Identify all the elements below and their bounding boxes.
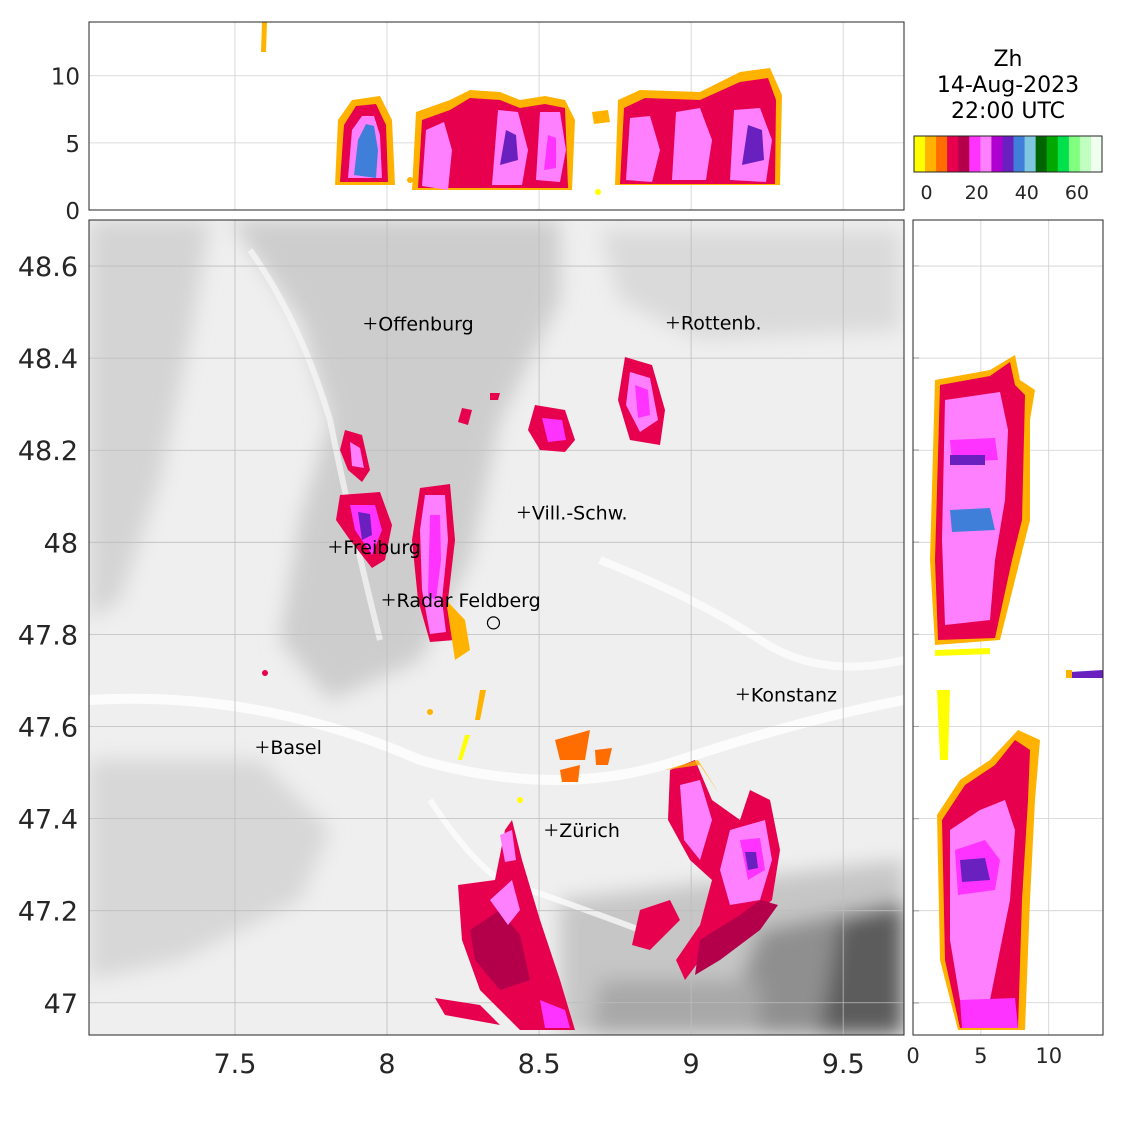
lat-tick-label: 47.8 bbox=[18, 620, 78, 651]
title-block: Zh 14-Aug-2023 22:00 UTC bbox=[937, 47, 1079, 124]
city-label: Basel bbox=[270, 737, 322, 759]
city-label: Vill.-Schw. bbox=[532, 502, 628, 524]
colorbar-swatch bbox=[1024, 136, 1037, 172]
city-label: Zürich bbox=[559, 820, 620, 842]
map-panel: Offenburg Rottenb. Vill.-Schw. Freiburg Rada… bbox=[18, 219, 905, 1080]
colorbar-tick-label: 20 bbox=[965, 182, 989, 204]
radar-echoes bbox=[262, 357, 780, 1030]
lon-tick-label: 9 bbox=[683, 1049, 700, 1080]
right-panel-echoes bbox=[930, 355, 1103, 1030]
lat-tick-label: 47 bbox=[44, 989, 78, 1020]
top-panel-frame bbox=[88, 21, 905, 211]
map-frame bbox=[88, 219, 905, 1036]
lat-tick-label: 48 bbox=[44, 528, 78, 559]
terrain-layer bbox=[89, 220, 904, 1035]
colorbar-swatch bbox=[947, 136, 959, 172]
city-marker: Rottenb. bbox=[666, 313, 762, 335]
lat-tick-label: 47.6 bbox=[18, 712, 78, 743]
lat-tick-label: 47.4 bbox=[18, 805, 78, 836]
city-marker: Freiburg bbox=[329, 537, 421, 559]
lon-tick-labels: 7.5 8 8.5 9 9.5 bbox=[213, 1049, 864, 1080]
title-date: 14-Aug-2023 bbox=[937, 73, 1079, 98]
colorbar-swatch bbox=[969, 136, 981, 172]
colorbar: 0 20 40 60 bbox=[913, 135, 1103, 204]
city-label: Freiburg bbox=[343, 537, 421, 559]
colorbar-swatch bbox=[980, 136, 992, 172]
city-marker: Basel bbox=[256, 737, 322, 759]
radar-site-marker bbox=[486, 616, 501, 630]
right-height-tick-label: 0 bbox=[906, 1044, 919, 1068]
lat-tick-label: 48.6 bbox=[18, 252, 78, 283]
colorbar-tick-label: 0 bbox=[920, 182, 932, 204]
top-height-tick-label: 5 bbox=[65, 132, 80, 158]
city-marker: Konstanz bbox=[736, 684, 837, 706]
city-marker: Zürich bbox=[545, 820, 620, 842]
colorbar-swatch bbox=[958, 136, 970, 172]
title-time: 22:00 UTC bbox=[951, 99, 1065, 124]
colorbar-swatches bbox=[914, 136, 1103, 172]
colorbar-swatch bbox=[1090, 136, 1103, 172]
right-panel-frame bbox=[912, 219, 1104, 1036]
top-panel-height-ticks: 0 5 10 bbox=[51, 65, 80, 225]
city-label: Rottenb. bbox=[681, 313, 762, 335]
colorbar-swatch bbox=[1013, 136, 1026, 172]
top-cross-section-panel: 0 5 10 bbox=[51, 21, 905, 225]
colorbar-swatch bbox=[1079, 136, 1092, 172]
colorbar-swatch bbox=[914, 136, 926, 172]
colorbar-swatch bbox=[991, 136, 1003, 172]
right-cross-section-panel: 0 5 10 bbox=[906, 219, 1104, 1068]
city-label: Radar Feldberg bbox=[397, 590, 541, 612]
colorbar-swatch bbox=[936, 136, 948, 172]
lat-tick-label: 47.2 bbox=[18, 897, 78, 928]
city-label: Offenburg bbox=[378, 314, 473, 336]
lon-tick-label: 8 bbox=[378, 1049, 395, 1080]
top-panel-echoes bbox=[261, 22, 782, 195]
lat-tick-labels: 48.6 48.4 48.2 48 47.8 47.6 47.4 47.2 47 bbox=[18, 252, 78, 1020]
lon-tick-label: 9.5 bbox=[822, 1049, 865, 1080]
city-marker: Offenburg bbox=[364, 314, 474, 336]
lat-tick-label: 48.2 bbox=[18, 436, 78, 467]
map-grid bbox=[89, 220, 904, 1035]
title-variable: Zh bbox=[993, 47, 1022, 72]
colorbar-swatch bbox=[1068, 136, 1081, 172]
top-height-tick-label: 10 bbox=[51, 65, 80, 91]
city-marker: Vill.-Schw. bbox=[517, 502, 628, 524]
top-height-tick-label: 0 bbox=[65, 199, 80, 225]
right-height-tick-label: 5 bbox=[974, 1044, 987, 1068]
right-height-tick-label: 10 bbox=[1035, 1044, 1062, 1068]
colorbar-tick-label: 60 bbox=[1065, 182, 1089, 204]
colorbar-tick-label: 40 bbox=[1015, 182, 1039, 204]
colorbar-swatch bbox=[1002, 136, 1015, 172]
lon-tick-label: 7.5 bbox=[213, 1049, 256, 1080]
colorbar-swatch bbox=[1046, 136, 1059, 172]
lon-tick-label: 8.5 bbox=[518, 1049, 561, 1080]
colorbar-frame bbox=[913, 135, 1103, 173]
colorbar-swatch bbox=[925, 136, 937, 172]
colorbar-swatch bbox=[1035, 136, 1048, 172]
colorbar-swatch bbox=[1057, 136, 1070, 172]
city-label: Konstanz bbox=[751, 684, 837, 706]
city-labels: Offenburg Rottenb. Vill.-Schw. Freiburg Rada… bbox=[256, 313, 837, 842]
colorbar-tick-labels: 0 20 40 60 bbox=[920, 182, 1089, 204]
lat-tick-label: 48.4 bbox=[18, 344, 78, 375]
city-marker: Radar Feldberg bbox=[382, 590, 541, 612]
right-panel-height-ticks: 0 5 10 bbox=[906, 1044, 1062, 1068]
